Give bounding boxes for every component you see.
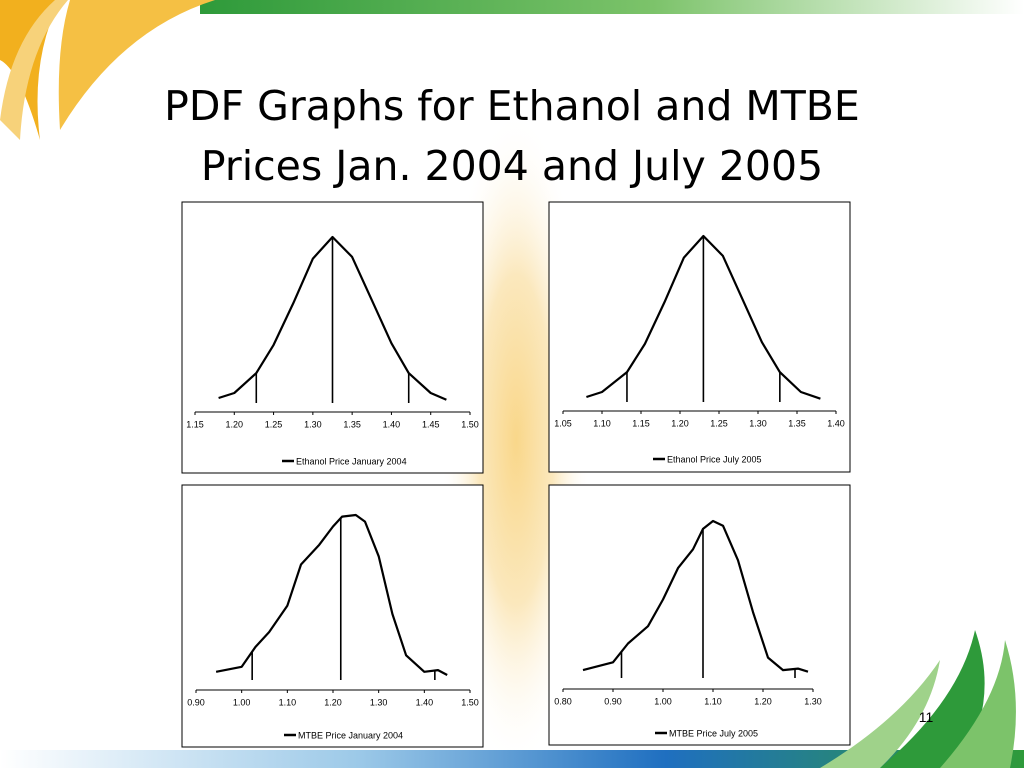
x-tick-label: 1.20 <box>671 418 689 428</box>
x-tick-label: 1.45 <box>422 419 440 429</box>
x-tick-label: 1.00 <box>233 697 251 707</box>
x-tick-label: 1.20 <box>324 697 342 707</box>
legend-label: MTBE Price July 2005 <box>669 728 758 738</box>
x-tick-label: 0.90 <box>187 697 205 707</box>
x-tick-label: 1.50 <box>461 697 479 707</box>
x-tick-label: 1.30 <box>804 696 822 706</box>
x-tick-label: 1.05 <box>554 418 572 428</box>
x-tick-label: 1.40 <box>383 419 401 429</box>
x-tick-label: 1.10 <box>593 418 611 428</box>
pdf-curve <box>215 513 448 676</box>
x-tick-label: 1.15 <box>186 419 204 429</box>
title-line: Prices Jan. 2004 and July 2005 <box>201 142 823 190</box>
x-tick-label: 1.25 <box>265 419 283 429</box>
x-tick-label: 0.80 <box>554 696 572 706</box>
x-tick-label: 1.25 <box>710 418 728 428</box>
legend-label: MTBE Price January 2004 <box>298 730 403 740</box>
x-tick-label: 1.30 <box>370 697 388 707</box>
legend-label: Ethanol Price July 2005 <box>667 454 762 464</box>
x-tick-label: 1.20 <box>226 419 244 429</box>
chart: 0.90 1.00 1.10 1.20 1.30 1.40 1.50 MTBE Price J… <box>181 484 484 748</box>
x-tick-label: 0.90 <box>604 696 622 706</box>
chart-frame <box>548 201 851 473</box>
chart: 0.80 0.90 1.00 1.10 1.20 1.30 MTBE Price July … <box>548 484 851 746</box>
x-tick-label: 1.35 <box>343 419 361 429</box>
x-tick-label: 1.40 <box>827 418 845 428</box>
legend-label: Ethanol Price January 2004 <box>296 456 407 466</box>
x-tick-label: 1.35 <box>788 418 806 428</box>
x-tick-label: 1.40 <box>416 697 434 707</box>
x-tick-label: 1.15 <box>632 418 650 428</box>
chart-frame <box>181 484 484 748</box>
x-tick-label: 1.50 <box>461 419 479 429</box>
chart: 1.15 1.20 1.25 1.30 1.35 1.40 1.45 1.50 Ethanol … <box>181 201 484 474</box>
x-tick-label: 1.00 <box>654 696 672 706</box>
chart: 1.05 1.10 1.15 1.20 1.25 1.30 1.35 1.40 Ethanol … <box>548 201 851 473</box>
x-tick-label: 1.10 <box>279 697 297 707</box>
x-tick-label: 1.30 <box>304 419 322 429</box>
pdf-curve <box>582 519 809 673</box>
title-line: PDF Graphs for Ethanol and MTBE <box>164 82 860 130</box>
x-tick-label: 1.10 <box>704 696 722 706</box>
x-tick-label: 1.30 <box>749 418 767 428</box>
chart-frame <box>548 484 851 746</box>
page-number: 11 <box>919 709 934 725</box>
x-tick-label: 1.20 <box>754 696 772 706</box>
